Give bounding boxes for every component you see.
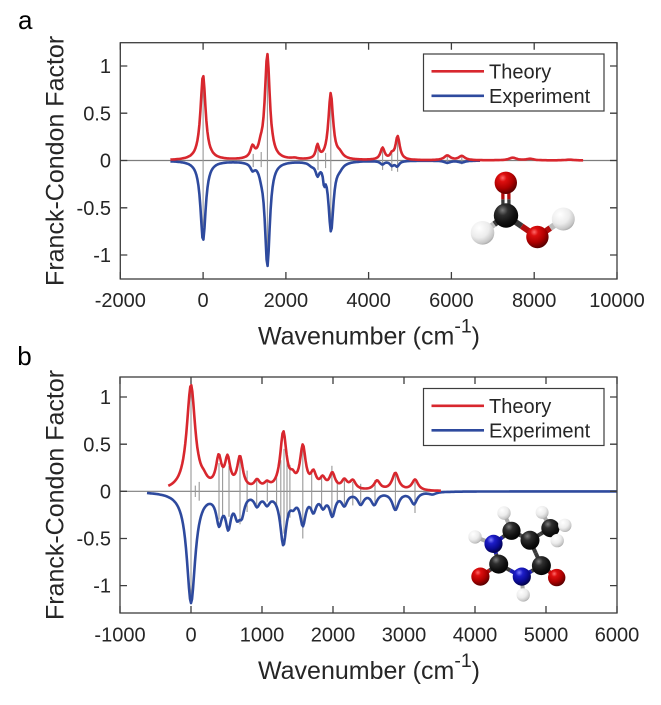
- svg-text:0.5: 0.5: [83, 434, 111, 456]
- svg-text:2000: 2000: [264, 290, 309, 312]
- svg-text:a: a: [18, 5, 33, 35]
- svg-text:-1: -1: [93, 576, 111, 598]
- svg-text:6000: 6000: [595, 625, 640, 647]
- svg-text:Franck-Condon Factor: Franck-Condon Factor: [42, 370, 70, 620]
- svg-text:Experiment: Experiment: [489, 421, 591, 443]
- svg-text:1: 1: [100, 387, 111, 409]
- svg-text:6000: 6000: [429, 290, 474, 312]
- svg-text:5000: 5000: [524, 625, 569, 647]
- svg-text:0: 0: [198, 290, 209, 312]
- svg-text:-1000: -1000: [94, 625, 145, 647]
- svg-text:4000: 4000: [346, 290, 391, 312]
- svg-text:Theory: Theory: [489, 396, 551, 418]
- svg-text:0: 0: [100, 481, 111, 503]
- svg-text:Theory: Theory: [489, 62, 551, 84]
- svg-text:-1: -1: [93, 245, 111, 267]
- svg-text:Franck-Condon Factor: Franck-Condon Factor: [42, 36, 70, 286]
- svg-text:-0.5: -0.5: [77, 529, 111, 551]
- svg-text:0.5: 0.5: [83, 103, 111, 125]
- svg-text:10000: 10000: [589, 290, 645, 312]
- svg-text:-2000: -2000: [95, 290, 146, 312]
- svg-text:1: 1: [100, 56, 111, 78]
- svg-text:8000: 8000: [512, 290, 557, 312]
- svg-text:2000: 2000: [311, 625, 356, 647]
- svg-text:0: 0: [100, 151, 111, 173]
- svg-text:1000: 1000: [240, 625, 285, 647]
- svg-text:0: 0: [185, 625, 196, 647]
- svg-text:-0.5: -0.5: [77, 198, 111, 220]
- svg-text:3000: 3000: [382, 625, 427, 647]
- svg-text:4000: 4000: [453, 625, 498, 647]
- svg-text:Experiment: Experiment: [489, 86, 591, 108]
- svg-text:b: b: [17, 341, 31, 371]
